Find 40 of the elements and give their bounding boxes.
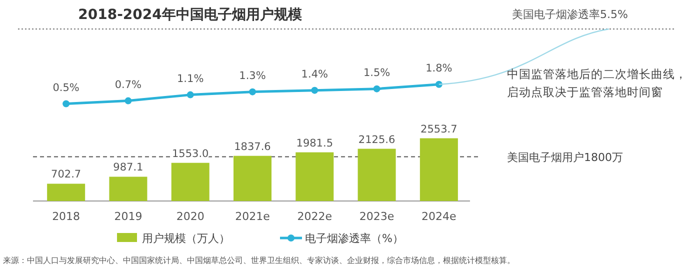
data-label: 2553.7 (420, 123, 458, 136)
point (373, 85, 380, 92)
bar (47, 184, 86, 201)
data-label: 2125.6 (358, 134, 396, 146)
bar (358, 148, 396, 201)
source-note: 来源：中国人口与发展研究中心、中国国家统计局、中国烟草总公司、世界卫生组织、专家访谈、企业财报，综合市场信息，根据统计模型核算。 (3, 256, 515, 265)
data-label: 0.5% (52, 82, 80, 94)
x-tick-label: 2021e (235, 210, 270, 223)
bar (171, 162, 210, 201)
data-label: 702.7 (51, 168, 82, 181)
data-label: 1837.6 (234, 140, 272, 153)
legend-label: 用户规模（万人） (142, 232, 230, 245)
data-label: 1.4% (301, 68, 328, 80)
x-tick-label: 2022e (297, 210, 332, 223)
data-label: 1.5% (363, 66, 390, 79)
x-tick-label: 2019 (114, 210, 142, 223)
ref-line-label: 美国电子烟渗透率5.5% (512, 8, 628, 21)
point (124, 97, 132, 104)
legend-label: 电子烟渗透率（%） (305, 232, 404, 245)
point (186, 91, 194, 98)
x-tick-label: 2020 (176, 210, 204, 223)
x-tick-label: 2024e (422, 210, 457, 223)
data-label: 987.1 (113, 162, 144, 174)
chart-title: 2018-2024年中国电子烟用户规模 (78, 6, 303, 23)
data-label: 1981.5 (296, 137, 334, 150)
bar (109, 176, 148, 201)
x-tick-label: 2023e (359, 210, 394, 223)
x-tick-label: 2018 (52, 210, 80, 223)
text: 中国监管落地后的二次增长曲线，启动点取决于监管落地时间窗 (507, 67, 687, 99)
data-label: 1.8% (426, 62, 452, 74)
bar (234, 156, 272, 201)
data-label: 0.7% (114, 78, 142, 91)
bar (420, 138, 458, 201)
data-label: 1.1% (177, 72, 204, 85)
bar (296, 152, 334, 201)
point (249, 88, 256, 96)
data-label: 1.3% (239, 70, 266, 82)
ref-line-label: 美国电子烟用户1800万 (507, 150, 623, 164)
point (311, 86, 318, 94)
point (62, 100, 70, 108)
